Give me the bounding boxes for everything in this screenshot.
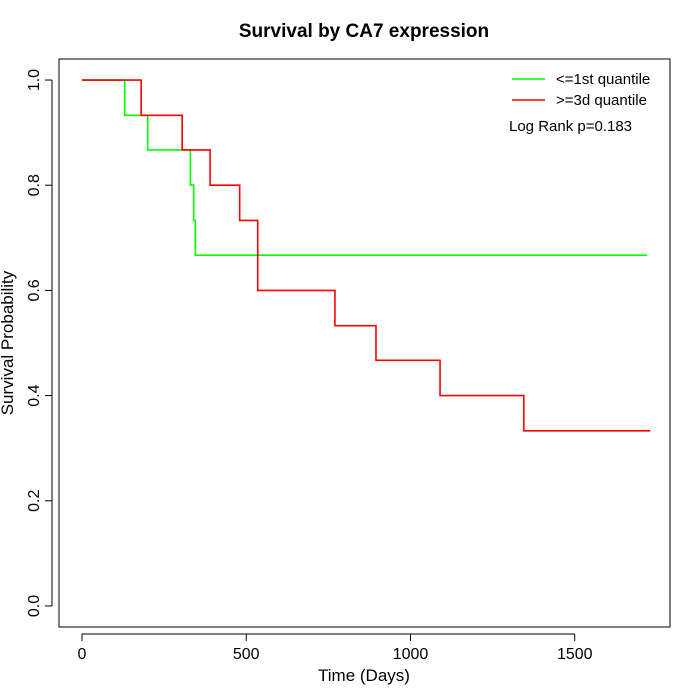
x-axis-label: Time (Days) <box>318 666 410 685</box>
series-layer <box>81 79 651 432</box>
x-tick-label: 1000 <box>393 646 429 663</box>
y-tick-label: 0.6 <box>26 279 43 301</box>
y-tick-label: 0.2 <box>26 490 43 512</box>
series-line-2 <box>81 79 651 432</box>
y-axis-label: Survival Probability <box>0 270 17 415</box>
log-rank-annotation: Log Rank p=0.183 <box>509 118 632 135</box>
plot-frame <box>58 58 671 628</box>
x-tick-label: 1500 <box>557 646 593 663</box>
y-tick-label: 0.4 <box>26 384 43 406</box>
y-tick-label: 0.8 <box>26 174 43 196</box>
chart-title: Survival by CA7 expression <box>239 21 489 42</box>
x-tick-label: 500 <box>233 646 260 663</box>
y-tick-label: 1.0 <box>26 69 43 91</box>
series-line-1 <box>81 79 648 256</box>
legend: <=1st quantile >=3d quantile <box>512 71 650 109</box>
legend-label-2: >=3d quantile <box>556 92 647 109</box>
legend-label-1: <=1st quantile <box>556 71 650 88</box>
y-tick-label: 0.0 <box>26 595 43 617</box>
y-axis: 0.0 0.2 0.4 0.6 0.8 1.0 <box>26 69 53 617</box>
x-tick-label: 0 <box>78 646 87 663</box>
x-axis: 0 500 1000 1500 <box>78 633 593 663</box>
